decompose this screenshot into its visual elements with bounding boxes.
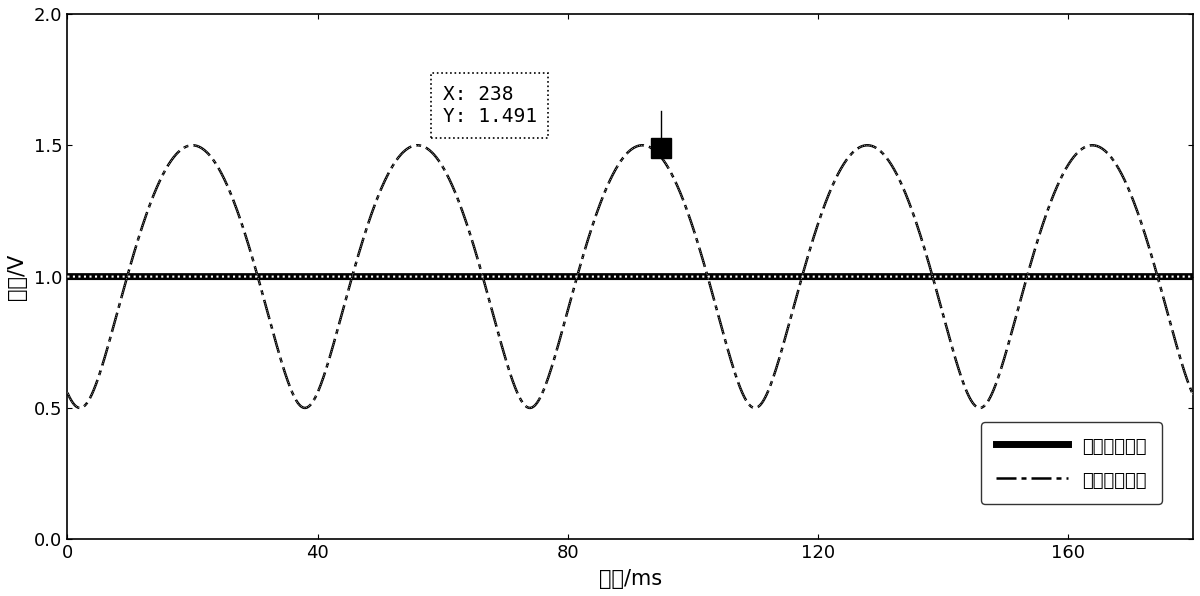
单纯正弦信号 <box>817 273 832 280</box>
含分数次谐波 <box>185 142 199 149</box>
含分数次谐波 <box>113 299 127 306</box>
Legend: 单纯正弦信号, 含分数次谐波: 单纯正弦信号, 含分数次谐波 <box>982 422 1162 504</box>
含分数次谐波 <box>152 178 167 185</box>
X-axis label: 时间/ms: 时间/ms <box>599 569 661 589</box>
单纯正弦信号 <box>1080 273 1094 280</box>
含分数次谐波 <box>1186 391 1200 398</box>
含分数次谐波 <box>972 404 986 411</box>
含分数次谐波 <box>1080 142 1094 150</box>
Text: X: 238
Y: 1.491: X: 238 Y: 1.491 <box>443 85 536 126</box>
含分数次谐波 <box>796 269 810 277</box>
单纯正弦信号 <box>60 273 74 280</box>
含分数次谐波 <box>180 142 194 150</box>
单纯正弦信号 <box>113 273 127 280</box>
单纯正弦信号 <box>180 273 194 280</box>
含分数次谐波 <box>60 389 74 396</box>
单纯正弦信号 <box>796 273 810 280</box>
单纯正弦信号 <box>152 273 167 280</box>
含分数次谐波 <box>817 202 832 209</box>
Line: 含分数次谐波: 含分数次谐波 <box>67 145 1193 408</box>
Y-axis label: 幅值/V: 幅值/V <box>7 253 26 300</box>
单纯正弦信号 <box>1186 273 1200 280</box>
